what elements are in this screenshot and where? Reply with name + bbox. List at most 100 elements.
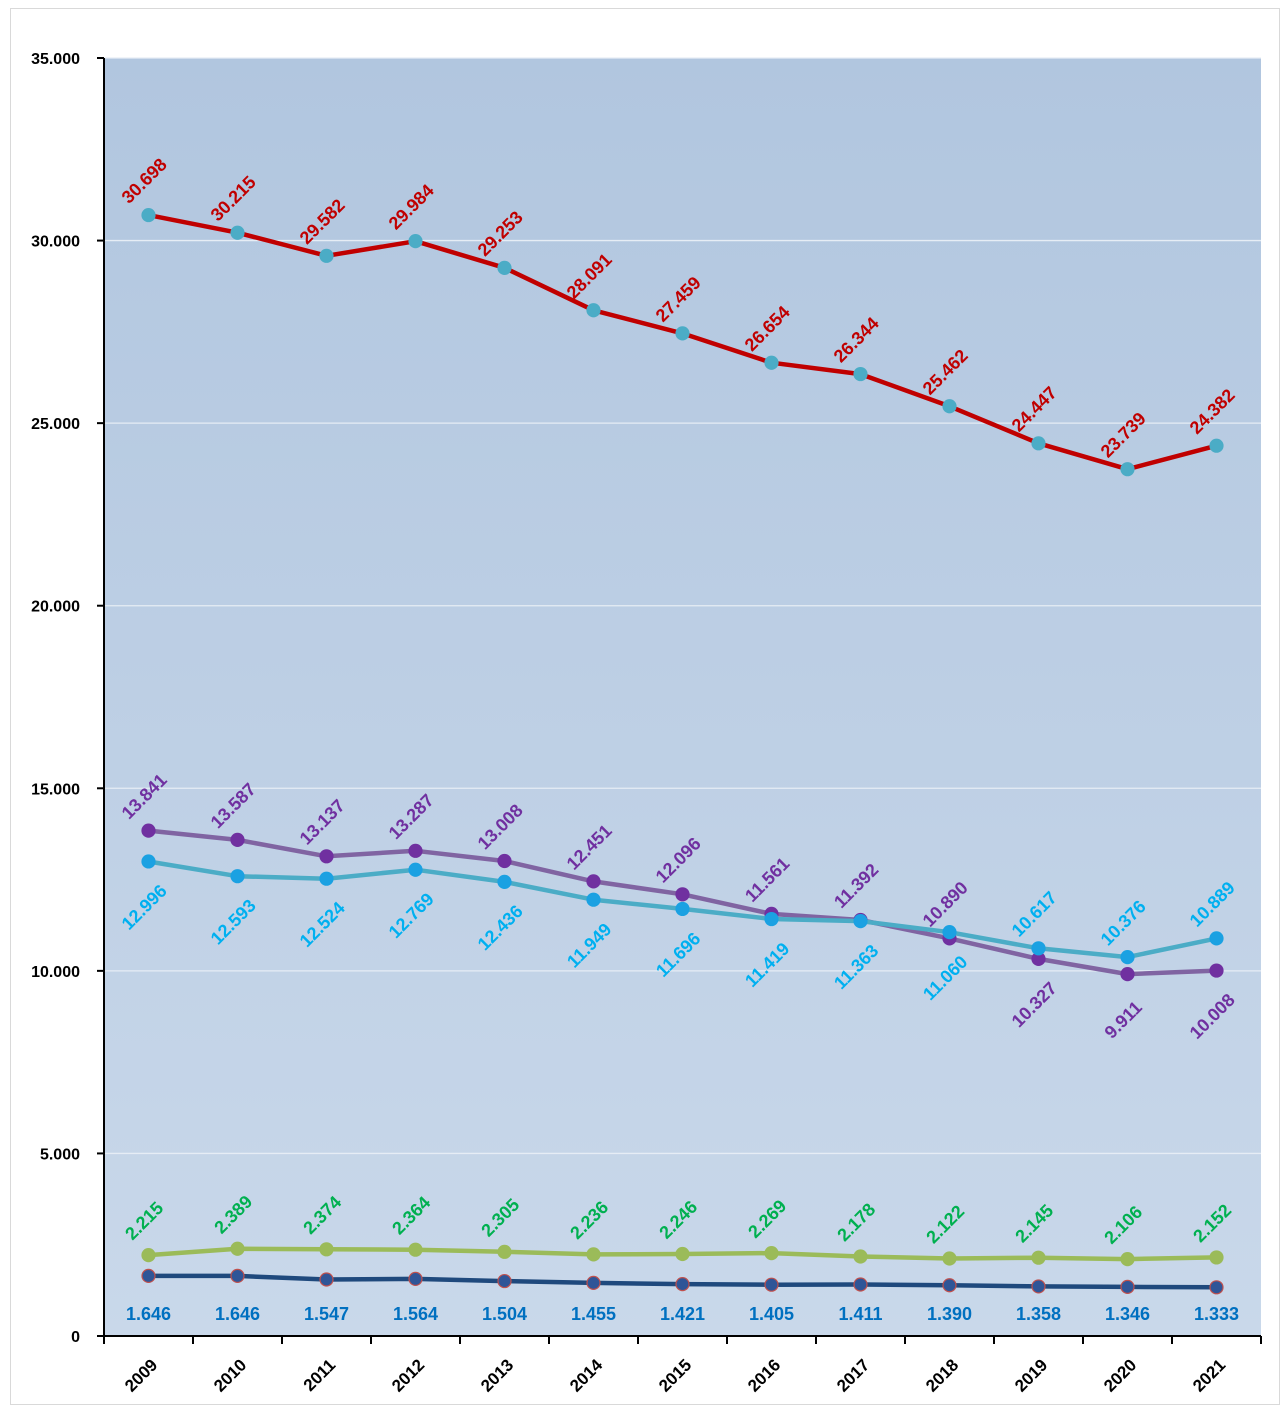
x-tick-label: 2013 (477, 1355, 517, 1395)
data-point (497, 1273, 512, 1289)
y-axis-tick-labels: 0 5.000 10.000 15.000 20.000 25.000 30.000 35.0… (31, 51, 80, 1346)
data-point (141, 1268, 156, 1283)
data-point (1209, 1280, 1224, 1295)
data-point (1031, 941, 1046, 956)
data-point (497, 260, 512, 275)
series-5: 1.646 1.646 1.547 1.564 1.504 1.455 1.421 1.405… (126, 1268, 1239, 1324)
data-label: 1.421 (660, 1304, 705, 1324)
data-point (675, 1277, 690, 1292)
x-tick-label: 2019 (1011, 1355, 1051, 1395)
data-point (586, 1247, 601, 1262)
data-point (853, 1277, 868, 1292)
data-point (1120, 950, 1135, 965)
data-point (408, 234, 423, 249)
data-point (942, 1251, 957, 1266)
data-point (230, 1241, 245, 1256)
axes (97, 57, 1262, 1344)
data-point (853, 366, 868, 382)
data-point (764, 1277, 779, 1292)
data-point (319, 871, 334, 886)
data-label: 1.390 (927, 1304, 972, 1324)
x-tick-label: 2010 (210, 1355, 250, 1395)
data-point (497, 1244, 512, 1259)
x-tick-label: 2015 (655, 1355, 695, 1395)
data-point (942, 1278, 957, 1293)
data-label: 1.455 (571, 1304, 616, 1324)
x-tick-label: 2012 (388, 1355, 428, 1395)
data-point (1120, 462, 1135, 477)
x-tick-label: 2014 (566, 1355, 607, 1396)
data-point (1209, 931, 1224, 946)
data-point (1209, 438, 1224, 453)
y-tick-label: 25.000 (31, 416, 80, 433)
data-point (319, 1272, 334, 1287)
data-point (1120, 1252, 1135, 1267)
data-point (319, 849, 334, 864)
data-point (942, 399, 957, 414)
data-point (319, 1242, 334, 1257)
data-point (1031, 1279, 1046, 1294)
data-point (141, 1248, 156, 1263)
data-point (764, 355, 779, 370)
y-tick-label: 35.000 (31, 51, 80, 68)
x-tick-label: 2017 (833, 1355, 873, 1395)
data-label: 1.333 (1194, 1304, 1239, 1324)
data-point (230, 869, 245, 884)
chart-frame (10, 8, 1280, 1405)
data-point (141, 823, 156, 838)
data-point (853, 1249, 868, 1264)
y-tick-label: 20.000 (31, 599, 80, 616)
data-point (586, 303, 601, 318)
data-point (675, 901, 690, 917)
data-point (141, 854, 156, 869)
data-point (764, 1246, 779, 1261)
data-point (675, 1246, 690, 1262)
gridlines (104, 57, 1261, 1155)
plot-area (104, 58, 1261, 1336)
data-label: 1.547 (304, 1304, 349, 1324)
data-point (497, 853, 512, 869)
data-point (1031, 1250, 1046, 1265)
data-point (586, 892, 601, 907)
x-tick-label: 2016 (744, 1355, 784, 1395)
y-tick-label: 5.000 (40, 1146, 80, 1163)
data-point (408, 843, 423, 858)
data-point (230, 225, 245, 240)
x-tick-label: 2009 (121, 1355, 161, 1395)
data-point (1120, 1279, 1135, 1294)
data-label: 1.504 (482, 1304, 527, 1324)
data-label: 1.646 (126, 1304, 171, 1324)
data-point (497, 874, 512, 890)
data-point (586, 1275, 601, 1290)
data-label: 1.346 (1105, 1304, 1150, 1324)
data-point (586, 874, 601, 889)
data-label: 1.564 (393, 1304, 438, 1324)
data-point (408, 1271, 423, 1286)
data-point (675, 326, 690, 341)
x-tick-label: 2021 (1189, 1355, 1229, 1395)
y-tick-label: 10.000 (31, 964, 80, 981)
x-tick-label: 2011 (300, 1355, 340, 1395)
data-point (1031, 436, 1046, 451)
data-point (319, 248, 334, 263)
data-point (1209, 963, 1224, 978)
data-label: 1.411 (838, 1304, 882, 1324)
data-label: 1.646 (215, 1304, 260, 1324)
data-point (942, 925, 957, 940)
data-point (230, 1268, 245, 1283)
data-point (1209, 1250, 1224, 1265)
x-tick-label: 2020 (1100, 1355, 1140, 1395)
data-point (853, 913, 868, 929)
data-point (408, 862, 423, 877)
data-point (675, 887, 690, 902)
data-label: 1.358 (1016, 1304, 1061, 1324)
x-tick-label: 2018 (922, 1355, 962, 1395)
y-tick-label: 30.000 (31, 234, 80, 251)
data-point (141, 207, 156, 223)
data-point (1120, 967, 1135, 982)
data-point (408, 1242, 423, 1257)
y-tick-label: 15.000 (31, 781, 80, 798)
data-label: 1.405 (749, 1304, 794, 1324)
data-point (764, 911, 779, 927)
